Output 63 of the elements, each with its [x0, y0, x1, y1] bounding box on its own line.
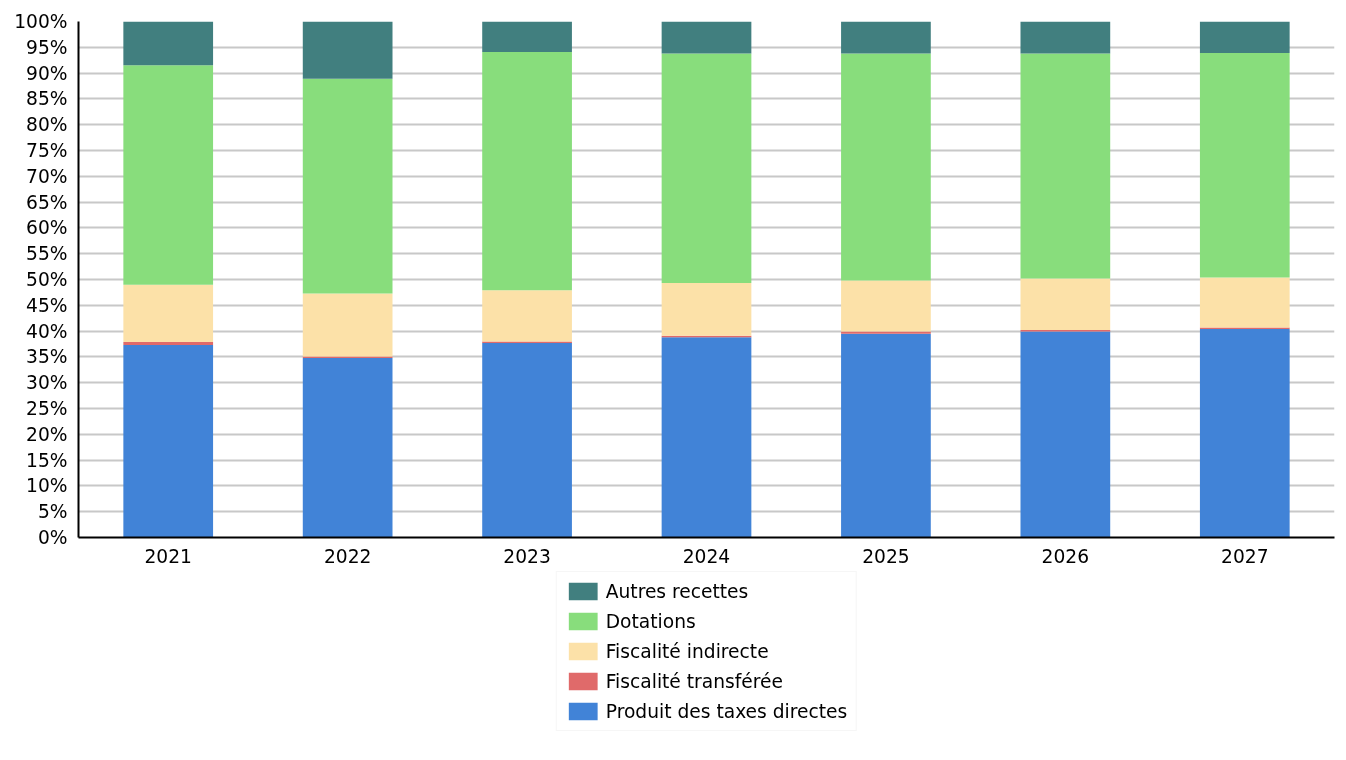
- bar: [482, 51, 572, 291]
- y-tick-label: 70%: [26, 165, 68, 187]
- y-tick-label: 100%: [14, 11, 68, 32]
- y-tick-label: 30%: [26, 372, 68, 394]
- x-tick-label: 2023: [503, 545, 551, 567]
- x-tick-label: 2024: [682, 545, 731, 567]
- bar: [1199, 52, 1290, 278]
- bar: [1020, 21, 1111, 54]
- x-tick-label: 2026: [1041, 545, 1090, 567]
- y-tick-label: 35%: [26, 346, 68, 368]
- y-tick-label: 15%: [26, 449, 68, 471]
- legend-label: Autres recettes: [605, 580, 749, 602]
- bar: [123, 341, 214, 346]
- bar: [841, 21, 931, 54]
- y-tick-label: 25%: [26, 398, 68, 419]
- bar: [841, 331, 931, 334]
- bar: [1020, 331, 1111, 538]
- bar: [482, 21, 572, 52]
- x-tick-label: 2021: [144, 545, 192, 567]
- bar: [302, 357, 393, 538]
- y-tick-label: 20%: [26, 423, 68, 445]
- legend-label: Produit des taxes directes: [605, 700, 848, 722]
- y-tick-label: 45%: [26, 294, 68, 316]
- bar: [302, 21, 393, 79]
- bar: [123, 21, 214, 66]
- y-tick-label: 60%: [26, 217, 68, 239]
- y-tick-label: 85%: [26, 88, 68, 110]
- y-tick-label: 10%: [26, 475, 68, 497]
- bar: [1020, 53, 1111, 279]
- bar: [661, 283, 752, 336]
- bar: [1199, 21, 1290, 53]
- bar: [1020, 278, 1111, 331]
- bar: [1199, 277, 1290, 328]
- y-tick-label: 90%: [26, 62, 68, 84]
- x-tick-label: 2022: [323, 545, 372, 567]
- bar: [661, 337, 752, 538]
- legend-label: Dotations: [605, 610, 696, 632]
- bar: [123, 345, 214, 538]
- y-tick-label: 40%: [26, 320, 68, 342]
- bar: [123, 284, 214, 342]
- y-tick-label: 0%: [37, 527, 68, 548]
- y-tick-label: 50%: [26, 269, 68, 290]
- y-tick-label: 75%: [26, 140, 68, 161]
- bar: [482, 342, 572, 538]
- bar: [841, 280, 931, 332]
- y-tick-label: 5%: [37, 501, 68, 523]
- bar: [661, 21, 752, 54]
- x-tick-label: 2027: [1221, 545, 1269, 567]
- bar: [841, 53, 931, 281]
- bar: [123, 65, 214, 285]
- y-tick-label: 95%: [26, 36, 68, 58]
- legend-label: Fiscalité transférée: [605, 670, 784, 692]
- y-tick-label: 65%: [26, 191, 68, 213]
- x-tick-label: 2025: [862, 545, 910, 567]
- y-tick-label: 80%: [26, 114, 68, 136]
- y-tick-label: 55%: [26, 243, 68, 265]
- bar: [302, 78, 393, 294]
- bar: [1199, 329, 1290, 538]
- bar: [482, 290, 572, 342]
- bar: [841, 333, 931, 538]
- legend-label: Fiscalité indirecte: [605, 640, 769, 662]
- bar: [302, 293, 393, 357]
- bar: [661, 53, 752, 284]
